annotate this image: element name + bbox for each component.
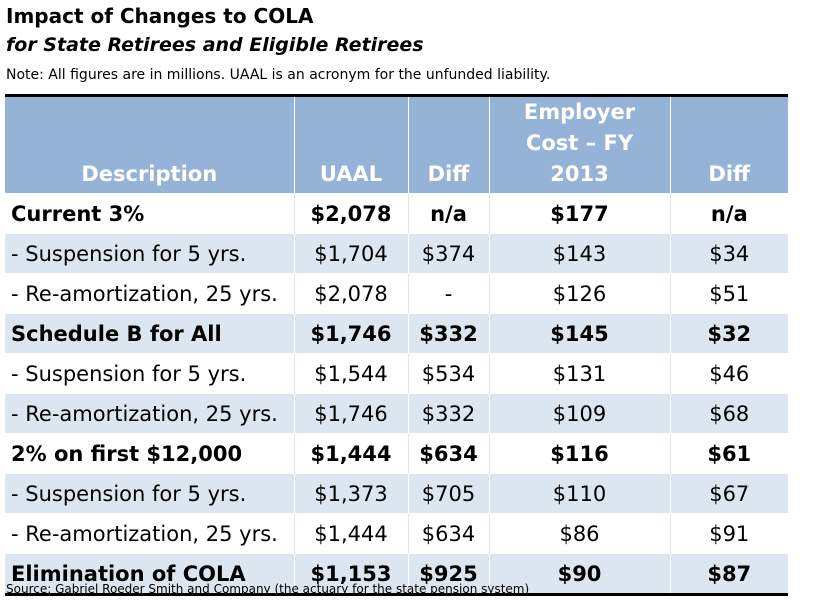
cell-employer-cost: $109 [488, 393, 670, 434]
cell-diff-uaal: $634 [407, 513, 489, 554]
cell-description: 2% on first $12,000 [5, 433, 294, 474]
cell-diff-cost: $32 [669, 313, 788, 354]
cell-diff-cost: $34 [669, 233, 788, 274]
table-row: - Suspension for 5 yrs. $1,373 $705 $110 $67 [5, 473, 788, 514]
cell-diff-uaal: $705 [407, 473, 489, 514]
cell-uaal: $1,746 [293, 393, 408, 434]
table-row: Schedule B for All $1,746 $332 $145 $32 [5, 313, 788, 354]
cell-employer-cost: $177 [488, 193, 670, 234]
cell-diff-cost: $67 [669, 473, 788, 514]
cell-uaal: $2,078 [293, 193, 408, 234]
cell-description: Elimination of COLA [5, 553, 294, 595]
cell-uaal: $2,078 [293, 273, 408, 314]
cell-description: - Re-amortization, 25 yrs. [5, 513, 294, 554]
cell-uaal: $1,444 [293, 513, 408, 554]
cell-employer-cost: $145 [488, 313, 670, 354]
header-diff-uaal: Diff [407, 95, 489, 194]
cell-description: - Suspension for 5 yrs. [5, 473, 294, 514]
note-text: Note: All figures are in millions. UAAL … [6, 67, 551, 83]
cell-diff-uaal: $374 [407, 233, 489, 274]
page-title: Impact of Changes to COLA [6, 4, 314, 28]
cell-diff-uaal: $634 [407, 433, 489, 474]
cell-uaal: $1,153 [293, 553, 408, 595]
header-employer-cost: Employer Cost – FY 2013 [488, 95, 670, 194]
header-employer-line2: Cost – FY 2013 [525, 131, 634, 186]
header-diff-cost: Diff [669, 95, 788, 194]
page-subtitle: for State Retirees and Eligible Retirees [6, 34, 424, 56]
cell-diff-uaal: $332 [407, 393, 489, 434]
cell-diff-cost: $68 [669, 393, 788, 434]
cell-diff-uaal: $925 [407, 553, 489, 595]
table-row: - Re-amortization, 25 yrs. $1,746 $332 $109… [5, 393, 788, 434]
cell-employer-cost: $90 [488, 553, 670, 595]
cell-description: - Re-amortization, 25 yrs. [5, 393, 294, 434]
cell-description: - Suspension for 5 yrs. [5, 353, 294, 394]
cell-description: Current 3% [5, 193, 294, 234]
table-row: Elimination of COLA $1,153 $925 $90 $87 [5, 553, 788, 595]
table-row: - Suspension for 5 yrs. $1,704 $374 $143 $34 [5, 233, 788, 274]
cell-diff-cost: $61 [669, 433, 788, 474]
header-employer-line1: Employer [523, 100, 636, 124]
cell-uaal: $1,704 [293, 233, 408, 274]
cell-diff-uaal: - [407, 273, 489, 314]
cola-impact-table: Description UAAL Diff Employer Cost – FY… [5, 94, 788, 596]
header-row: Description UAAL Diff Employer Cost – FY… [5, 95, 788, 194]
cell-diff-cost: $51 [669, 273, 788, 314]
cell-uaal: $1,373 [293, 473, 408, 514]
cell-diff-cost: $87 [669, 553, 788, 595]
cell-diff-cost: n/a [669, 193, 788, 234]
table-body: Current 3% $2,078 n/a $177 n/a - Suspension f… [5, 193, 788, 595]
table-header: Description UAAL Diff Employer Cost – FY… [5, 95, 788, 194]
cell-employer-cost: $116 [488, 433, 670, 474]
cell-employer-cost: $131 [488, 353, 670, 394]
header-description: Description [5, 95, 294, 194]
table-row: - Suspension for 5 yrs. $1,544 $534 $131 $46 [5, 353, 788, 394]
cell-diff-uaal: $534 [407, 353, 489, 394]
table-row: Current 3% $2,078 n/a $177 n/a [5, 193, 788, 234]
table-row: - Re-amortization, 25 yrs. $1,444 $634 $86 $… [5, 513, 788, 554]
cell-description: - Suspension for 5 yrs. [5, 233, 294, 274]
cell-diff-uaal: n/a [407, 193, 489, 234]
cell-employer-cost: $86 [488, 513, 670, 554]
table-row: - Re-amortization, 25 yrs. $2,078- $126 $51 [5, 273, 788, 314]
cell-employer-cost: $126 [488, 273, 670, 314]
header-uaal: UAAL [293, 95, 408, 194]
cell-uaal: $1,544 [293, 353, 408, 394]
cell-diff-cost: $91 [669, 513, 788, 554]
cell-uaal: $1,746 [293, 313, 408, 354]
cell-description: - Re-amortization, 25 yrs. [5, 273, 294, 314]
table-row: 2% on first $12,000 $1,444 $634 $116 $61 [5, 433, 788, 474]
cell-uaal: $1,444 [293, 433, 408, 474]
cell-diff-uaal: $332 [407, 313, 489, 354]
cell-employer-cost: $143 [488, 233, 670, 274]
cell-description: Schedule B for All [5, 313, 294, 354]
cell-diff-cost: $46 [669, 353, 788, 394]
cell-employer-cost: $110 [488, 473, 670, 514]
source-note: Source: Gabriel Roeder Smith and Company… [6, 582, 530, 596]
